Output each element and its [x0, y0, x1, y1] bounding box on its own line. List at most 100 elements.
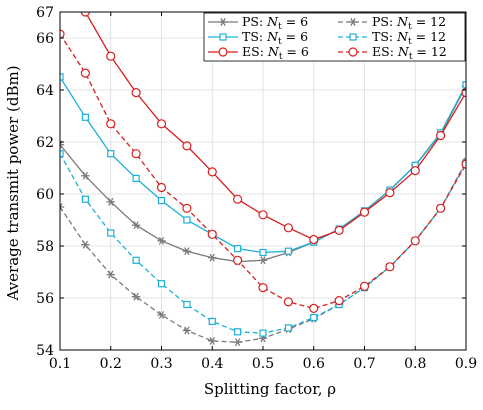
- data-point: [157, 310, 166, 319]
- data-point: [349, 33, 357, 41]
- data-point: [183, 300, 191, 309]
- data-point: [157, 280, 166, 288]
- series-6: [60, 29, 466, 313]
- data-point: [107, 229, 115, 237]
- legend-item: TS: Nt = 6: [208, 29, 308, 47]
- data-point: [258, 283, 268, 293]
- data-point: [182, 203, 192, 213]
- legend-label: ES: Nt = 12: [372, 44, 447, 62]
- data-point: [208, 336, 217, 345]
- data-point: [410, 236, 420, 246]
- data-point: [131, 221, 141, 230]
- data-point: [234, 328, 242, 336]
- data-point: [156, 119, 167, 129]
- legend-label: ES: Nt = 6: [242, 44, 309, 62]
- data-point: [436, 203, 446, 213]
- x-tick-label: 0.2: [100, 356, 122, 372]
- data-point: [309, 234, 319, 245]
- data-point: [207, 167, 217, 177]
- data-point: [233, 255, 243, 265]
- series-line: [60, 33, 466, 310]
- x-tick-label: 0.5: [252, 356, 274, 372]
- x-tick-label: 0.7: [353, 356, 375, 372]
- data-point: [132, 174, 140, 182]
- data-point: [208, 317, 216, 325]
- series-3: [80, 12, 466, 245]
- data-point: [80, 12, 90, 17]
- data-point: [436, 130, 446, 141]
- data-point: [60, 73, 64, 81]
- data-point: [182, 326, 192, 335]
- legend-item: ES: Nt = 12: [338, 44, 447, 62]
- data-point: [156, 182, 167, 193]
- data-point: [309, 303, 319, 313]
- legend-label: PS: Nt = 6: [242, 14, 308, 32]
- data-point: [385, 188, 395, 198]
- x-tick-label: 0.8: [404, 356, 426, 372]
- y-tick-label: 58: [36, 239, 54, 255]
- legend-label: TS: Nt = 6: [242, 29, 308, 47]
- data-point: [348, 47, 358, 57]
- data-point: [284, 247, 292, 255]
- y-tick-label: 64: [36, 83, 54, 99]
- legend: PS: Nt = 6TS: Nt = 6ES: Nt = 6 PS: Nt = 1…: [203, 12, 466, 62]
- data-point: [81, 240, 90, 249]
- data-point: [233, 194, 243, 204]
- series-group: [60, 12, 466, 347]
- data-point: [106, 51, 116, 61]
- data-point: [81, 195, 89, 203]
- data-point: [219, 33, 227, 41]
- data-point: [385, 262, 395, 272]
- data-point: [359, 207, 370, 217]
- data-point: [284, 324, 292, 332]
- data-point: [259, 329, 267, 337]
- data-point: [131, 292, 141, 301]
- y-tick-label: 60: [36, 187, 54, 203]
- data-point: [106, 119, 116, 129]
- legend-label: TS: Nt = 12: [372, 29, 446, 47]
- legend-item: PS: Nt = 12: [338, 14, 446, 32]
- data-point: [106, 197, 115, 206]
- legend-item: ES: Nt = 6: [208, 44, 309, 62]
- data-point: [218, 47, 228, 57]
- x-tick-label: 0.6: [303, 356, 325, 372]
- y-tick-label: 62: [36, 135, 54, 151]
- grid: [59, 11, 467, 351]
- y-tick-label: 66: [36, 31, 54, 47]
- data-point: [207, 229, 217, 239]
- data-point: [131, 149, 141, 159]
- data-point: [183, 216, 191, 224]
- data-point: [81, 171, 90, 180]
- y-tick-label: 56: [36, 291, 54, 307]
- y-tick-label: 67: [36, 5, 54, 21]
- data-point: [461, 88, 466, 98]
- x-tick-label: 0.1: [49, 356, 71, 372]
- legend-item: PS: Nt = 6: [208, 14, 308, 32]
- tick-labels: 0.1 0.2 0.3 0.4 0.5 0.6 0.7 0.8 0.9 54 56 58 60 62 64 6…: [36, 5, 477, 372]
- data-point: [258, 256, 268, 265]
- data-point: [334, 296, 344, 306]
- data-point: [359, 281, 370, 291]
- x-tick-label: 0.4: [201, 356, 223, 372]
- data-point: [182, 247, 192, 256]
- data-point: [348, 18, 358, 26]
- data-point: [233, 338, 242, 347]
- data-point: [462, 81, 466, 89]
- legend-item: TS: Nt = 12: [338, 29, 446, 47]
- legend-label: PS: Nt = 12: [372, 14, 446, 32]
- data-point: [258, 210, 268, 220]
- data-point: [182, 141, 192, 151]
- x-axis-title: Splitting factor, ρ: [204, 380, 336, 398]
- data-point: [410, 166, 420, 176]
- data-point: [334, 225, 344, 235]
- data-point: [218, 18, 228, 26]
- y-tick-label: 54: [36, 343, 54, 359]
- data-point: [60, 203, 65, 211]
- data-point: [234, 245, 242, 253]
- data-point: [106, 270, 115, 279]
- data-point: [283, 297, 293, 307]
- data-point: [60, 150, 64, 158]
- x-tick-label: 0.3: [150, 356, 172, 372]
